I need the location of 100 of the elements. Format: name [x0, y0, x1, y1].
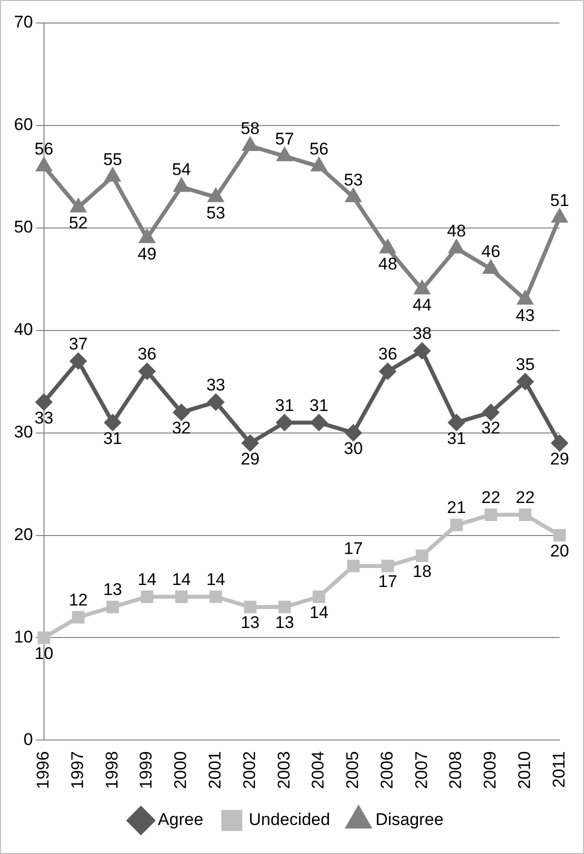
x-tick-label: 2005 — [343, 751, 362, 790]
x-tick-label: 1998 — [102, 751, 122, 790]
x-tick-label: 2002 — [240, 751, 259, 790]
y-tick-label: 0 — [23, 730, 33, 749]
data-label: 14 — [206, 570, 226, 589]
data-label: 46 — [481, 242, 500, 262]
data-label: 20 — [550, 541, 570, 560]
point — [553, 529, 566, 542]
point — [276, 414, 293, 431]
data-label: 48 — [447, 222, 466, 241]
data-label: 51 — [550, 190, 570, 210]
data-label: 14 — [138, 570, 157, 589]
point — [71, 199, 86, 212]
x-tick-label: 1996 — [34, 751, 53, 790]
x-tick-label: 2008 — [446, 751, 466, 790]
x-tick-label: 2000 — [171, 751, 190, 790]
point — [345, 424, 362, 441]
data-label: 22 — [481, 488, 500, 507]
data-label: 54 — [172, 160, 191, 180]
point — [380, 240, 395, 254]
data-label: 57 — [275, 129, 294, 148]
data-label: 53 — [344, 170, 363, 190]
data-label: 52 — [68, 214, 88, 233]
point — [312, 590, 326, 603]
point — [518, 508, 532, 522]
point — [174, 178, 189, 192]
y-tick-label: 60 — [14, 115, 33, 134]
legend-label: Undecided — [248, 810, 330, 830]
point — [242, 138, 258, 151]
x-tick-label: 1999 — [136, 751, 156, 790]
point — [244, 600, 256, 614]
data-label: 35 — [516, 354, 535, 374]
point — [482, 404, 499, 420]
point — [414, 281, 430, 294]
data-label: 31 — [103, 428, 122, 448]
point — [347, 560, 360, 572]
point — [277, 148, 292, 162]
point — [38, 631, 50, 644]
data-label: 17 — [378, 572, 398, 592]
x-tick-label: 1997 — [68, 751, 87, 790]
data-label: 56 — [34, 140, 54, 159]
point — [518, 292, 532, 305]
data-label: 14 — [309, 602, 328, 622]
point — [448, 414, 464, 431]
data-label: 53 — [206, 203, 226, 222]
point — [484, 260, 498, 274]
x-tick-label: 2011 — [549, 751, 568, 788]
data-label: 29 — [240, 449, 260, 468]
point — [552, 435, 568, 452]
y-tick-label: 70 — [14, 12, 33, 32]
legend-label: Disagree — [376, 810, 444, 830]
y-tick-label: 50 — [14, 218, 33, 237]
point — [346, 189, 361, 202]
data-label: 13 — [103, 580, 122, 600]
data-label: 33 — [206, 375, 226, 394]
point — [70, 353, 86, 370]
point — [106, 600, 119, 614]
y-tick-label: 30 — [14, 422, 33, 442]
data-label: 36 — [138, 344, 157, 364]
data-label: 55 — [103, 150, 122, 169]
data-label: 21 — [447, 498, 466, 518]
data-label: 31 — [309, 396, 328, 415]
data-label: 17 — [344, 539, 363, 558]
x-tick-label: 2009 — [480, 751, 500, 790]
point — [36, 394, 52, 410]
point — [278, 600, 291, 614]
point — [449, 240, 464, 254]
x-tick-label: 2003 — [274, 751, 294, 790]
y-tick-label: 40 — [14, 320, 33, 340]
point — [312, 158, 326, 172]
point — [416, 550, 428, 562]
point — [72, 610, 85, 624]
data-label: 31 — [447, 428, 466, 448]
data-label: 48 — [378, 254, 398, 274]
data-label: 49 — [138, 244, 157, 264]
data-label: 44 — [412, 296, 432, 315]
point — [208, 394, 224, 410]
data-label: 12 — [68, 590, 88, 610]
point — [140, 590, 154, 603]
data-label: 32 — [481, 418, 500, 438]
point — [175, 590, 188, 603]
data-label: 30 — [344, 439, 363, 458]
y-tick-label: 10 — [14, 627, 33, 646]
data-label: 33 — [34, 408, 54, 428]
data-label: 43 — [516, 306, 535, 325]
point — [105, 168, 120, 182]
x-tick-label: 2004 — [308, 751, 328, 790]
data-label: 58 — [240, 119, 260, 138]
data-label: 36 — [378, 344, 398, 364]
point — [484, 508, 498, 522]
x-tick-label: 2001 — [205, 751, 224, 790]
data-label: 38 — [412, 324, 432, 344]
data-label: 32 — [172, 418, 191, 438]
point — [104, 414, 121, 431]
data-label: 18 — [412, 562, 432, 581]
data-label: 31 — [275, 396, 294, 415]
y-tick-label: 20 — [14, 524, 33, 544]
x-tick-label: 2007 — [412, 751, 431, 790]
point — [242, 435, 258, 452]
point — [210, 590, 222, 603]
